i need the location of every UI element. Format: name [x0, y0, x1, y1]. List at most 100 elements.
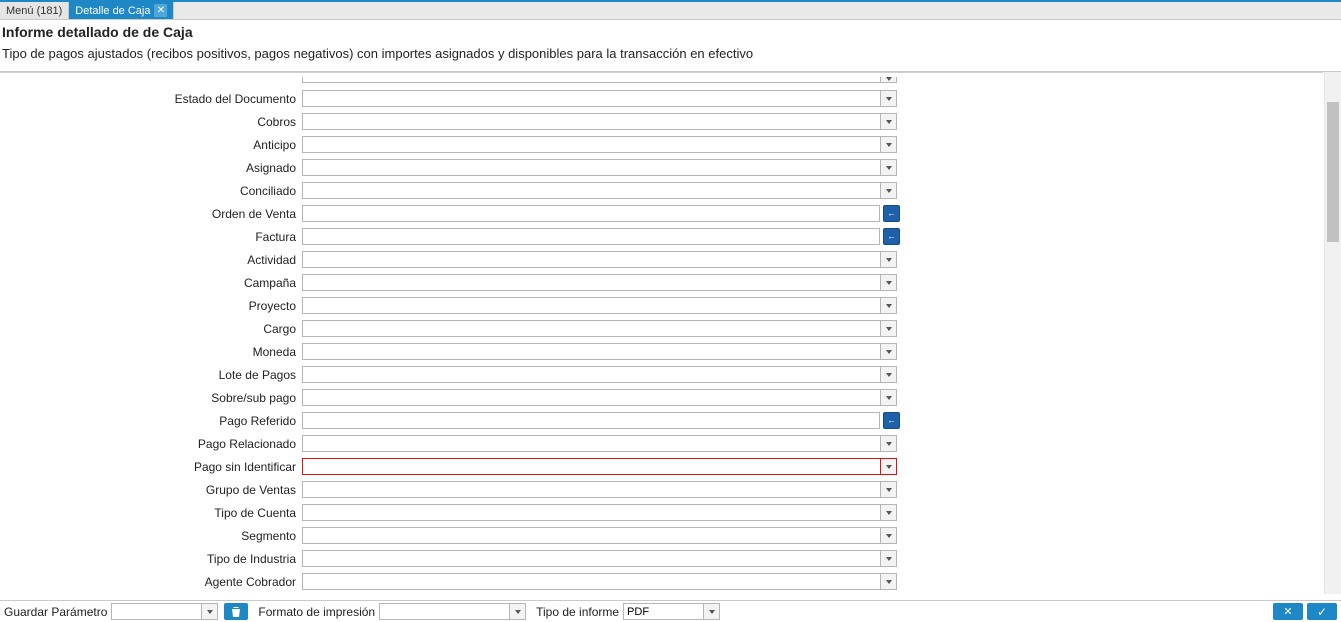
cancel-button[interactable]	[1273, 603, 1303, 620]
input-proyecto[interactable]	[302, 297, 880, 314]
input-cobros[interactable]	[302, 113, 880, 130]
input-tipo-informe[interactable]	[623, 603, 703, 620]
delete-button[interactable]	[224, 603, 248, 620]
chevron-down-icon[interactable]	[880, 182, 897, 199]
chevron-down-icon[interactable]	[880, 320, 897, 337]
combo-pago-sin-identificar	[302, 458, 897, 475]
label-estado-documento: Estado del Documento	[0, 92, 302, 106]
chevron-down-icon[interactable]	[880, 504, 897, 521]
input-segmento[interactable]	[302, 527, 880, 544]
chevron-down-icon[interactable]	[880, 481, 897, 498]
input-guardar-parametro[interactable]	[111, 603, 201, 620]
input-cargo[interactable]	[302, 320, 880, 337]
combo-pago-relacionado	[302, 435, 897, 452]
input-anticipo[interactable]	[302, 136, 880, 153]
input-actividad[interactable]	[302, 251, 880, 268]
row-anticipo: Anticipo	[0, 133, 1323, 156]
row-grupo-ventas: Grupo de Ventas	[0, 478, 1323, 501]
combo-cutoff	[302, 77, 897, 87]
combo-moneda	[302, 343, 897, 360]
label-tipo-industria: Tipo de Industria	[0, 552, 302, 566]
input-campana[interactable]	[302, 274, 880, 291]
chevron-down-icon[interactable]	[880, 389, 897, 406]
row-tipo-cuenta: Tipo de Cuenta	[0, 501, 1323, 524]
input-lote-pagos[interactable]	[302, 366, 880, 383]
input-formato-impresion[interactable]	[379, 603, 509, 620]
input-conciliado[interactable]	[302, 182, 880, 199]
label-pago-referido: Pago Referido	[0, 414, 302, 428]
chevron-down-icon[interactable]	[509, 603, 526, 620]
lookup-icon[interactable]	[883, 412, 900, 429]
scrollbar[interactable]	[1324, 72, 1341, 594]
chevron-down-icon[interactable]	[880, 274, 897, 291]
chevron-down-icon[interactable]	[880, 159, 897, 176]
input-cutoff[interactable]	[302, 77, 880, 83]
select-tipo-informe	[623, 603, 720, 620]
ok-button[interactable]	[1307, 603, 1337, 620]
chevron-down-icon[interactable]	[880, 90, 897, 107]
chevron-down-icon[interactable]	[201, 603, 218, 620]
input-pago-relacionado[interactable]	[302, 435, 880, 452]
row-factura: Factura	[0, 225, 1323, 248]
combo-grupo-ventas	[302, 481, 897, 498]
label-anticipo: Anticipo	[0, 138, 302, 152]
input-tipo-cuenta[interactable]	[302, 504, 880, 521]
input-factura[interactable]	[302, 228, 880, 245]
input-moneda[interactable]	[302, 343, 880, 360]
row-actividad: Actividad	[0, 248, 1323, 271]
chevron-down-icon[interactable]	[880, 550, 897, 567]
form-area: Estado del Documento Cobros Anticipo Asi…	[0, 72, 1323, 594]
form-area-wrap: Estado del Documento Cobros Anticipo Asi…	[0, 72, 1341, 594]
input-tipo-industria[interactable]	[302, 550, 880, 567]
row-pago-sin-identificar: Pago sin Identificar	[0, 455, 1323, 478]
chevron-down-icon[interactable]	[880, 527, 897, 544]
close-icon[interactable]: ✕	[154, 4, 167, 17]
combo-tipo-industria	[302, 550, 897, 567]
chevron-down-icon[interactable]	[880, 251, 897, 268]
input-estado-documento[interactable]	[302, 90, 880, 107]
label-asignado: Asignado	[0, 161, 302, 175]
input-pago-sin-identificar[interactable]	[302, 458, 880, 475]
input-pago-referido[interactable]	[302, 412, 880, 429]
label-guardar-parametro: Guardar Parámetro	[4, 605, 107, 619]
label-conciliado: Conciliado	[0, 184, 302, 198]
chevron-down-icon[interactable]	[880, 458, 897, 475]
scroll-thumb[interactable]	[1327, 102, 1339, 242]
lookup-icon[interactable]	[883, 228, 900, 245]
chevron-down-icon[interactable]	[880, 77, 897, 83]
input-agente-cobrador[interactable]	[302, 573, 880, 590]
input-sobre-sub-pago[interactable]	[302, 389, 880, 406]
lookup-orden-venta	[302, 205, 900, 222]
row-agente-cobrador: Agente Cobrador	[0, 570, 1323, 593]
chevron-down-icon[interactable]	[880, 136, 897, 153]
chevron-down-icon[interactable]	[880, 366, 897, 383]
row-estado-documento: Estado del Documento	[0, 87, 1323, 110]
input-orden-venta[interactable]	[302, 205, 880, 222]
input-asignado[interactable]	[302, 159, 880, 176]
chevron-down-icon[interactable]	[880, 297, 897, 314]
lookup-icon[interactable]	[883, 205, 900, 222]
chevron-down-icon[interactable]	[880, 113, 897, 130]
label-cargo: Cargo	[0, 322, 302, 336]
chevron-down-icon[interactable]	[880, 573, 897, 590]
chevron-down-icon[interactable]	[880, 435, 897, 452]
combo-anticipo	[302, 136, 897, 153]
row-tipo-industria: Tipo de Industria	[0, 547, 1323, 570]
tab-bar: Menú (181) Detalle de Caja ✕	[0, 0, 1341, 20]
label-tipo-cuenta: Tipo de Cuenta	[0, 506, 302, 520]
label-pago-sin-identificar: Pago sin Identificar	[0, 460, 302, 474]
row-campana: Campaña	[0, 271, 1323, 294]
chevron-down-icon[interactable]	[703, 603, 720, 620]
select-guardar-parametro	[111, 603, 218, 620]
label-pago-relacionado: Pago Relacionado	[0, 437, 302, 451]
label-grupo-ventas: Grupo de Ventas	[0, 483, 302, 497]
label-moneda: Moneda	[0, 345, 302, 359]
chevron-down-icon[interactable]	[880, 343, 897, 360]
label-campana: Campaña	[0, 276, 302, 290]
input-grupo-ventas[interactable]	[302, 481, 880, 498]
tab-menu[interactable]: Menú (181)	[0, 2, 69, 19]
label-proyecto: Proyecto	[0, 299, 302, 313]
tab-detalle-caja[interactable]: Detalle de Caja ✕	[69, 2, 174, 19]
row-asignado: Asignado	[0, 156, 1323, 179]
label-factura: Factura	[0, 230, 302, 244]
